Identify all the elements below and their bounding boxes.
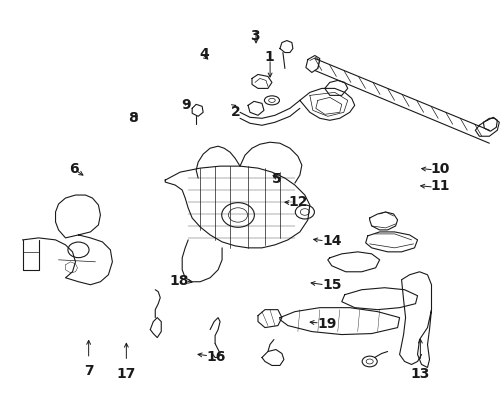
Text: 2: 2 — [231, 105, 241, 119]
Text: 10: 10 — [430, 162, 450, 176]
Text: 13: 13 — [411, 367, 430, 381]
Text: 12: 12 — [288, 195, 307, 209]
Text: 1: 1 — [265, 50, 275, 64]
Text: 6: 6 — [69, 162, 79, 176]
Text: 7: 7 — [84, 364, 93, 378]
Text: 9: 9 — [181, 98, 191, 112]
Text: 3: 3 — [249, 29, 260, 43]
Text: 15: 15 — [323, 278, 342, 292]
Text: 5: 5 — [272, 172, 282, 186]
Text: 16: 16 — [207, 350, 226, 364]
Text: 19: 19 — [318, 317, 337, 331]
Text: 11: 11 — [430, 179, 450, 193]
Text: 17: 17 — [116, 367, 136, 381]
Text: 4: 4 — [200, 47, 209, 61]
Text: 18: 18 — [170, 274, 189, 288]
Text: 8: 8 — [128, 111, 138, 125]
Text: 14: 14 — [323, 234, 342, 248]
